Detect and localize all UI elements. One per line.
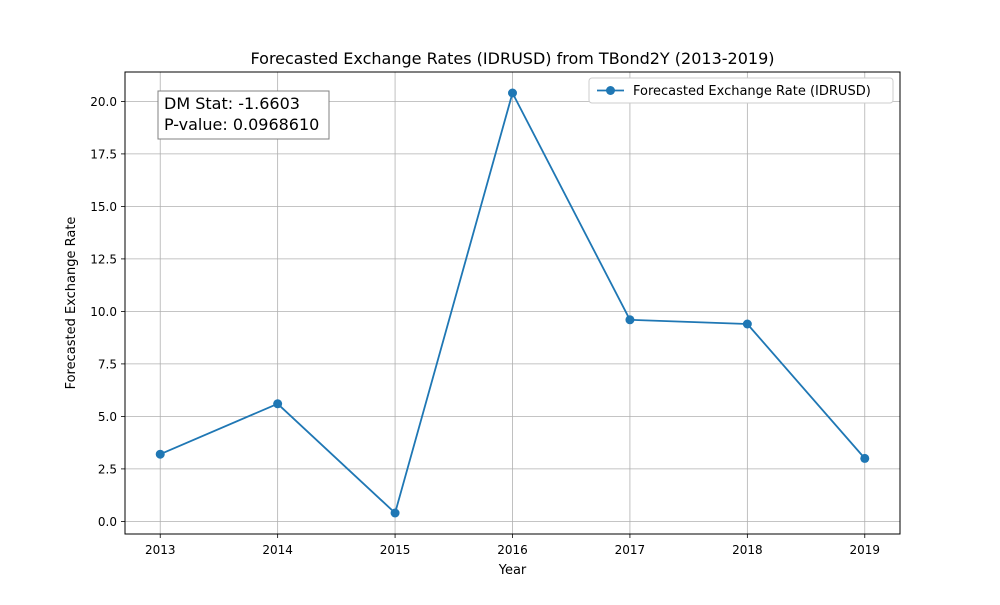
grid-lines — [125, 72, 900, 534]
x-tick-label: 2018 — [732, 543, 763, 557]
legend-label: Forecasted Exchange Rate (IDRUSD) — [633, 84, 871, 99]
y-tick-label: 2.5 — [98, 462, 117, 476]
legend: Forecasted Exchange Rate (IDRUSD) — [588, 77, 894, 104]
p-value-text: P-value: 0.0968610 — [164, 115, 319, 134]
data-point — [273, 399, 283, 409]
y-tick-label: 12.5 — [90, 252, 117, 266]
dm-stat-text: DM Stat: -1.6603 — [164, 94, 300, 113]
data-point — [508, 88, 517, 98]
data-point — [860, 453, 870, 463]
data-point — [742, 319, 752, 329]
y-tick-label: 10.0 — [90, 305, 117, 319]
data-point — [155, 449, 165, 459]
y-tick-label: 7.5 — [98, 357, 117, 371]
axis-ticks: 2013 2014 2015 2016 2017 2018 2019 0.0 2.5 5.0 7.5… — [90, 95, 880, 557]
x-tick-label: 2013 — [145, 543, 176, 557]
x-tick-label: 2014 — [262, 543, 293, 557]
chart-title: Forecasted Exchange Rates (IDRUSD) from … — [251, 49, 775, 68]
plot-area-frame — [124, 71, 901, 535]
stats-annotation-box — [157, 90, 330, 140]
x-tick-label: 2015 — [380, 543, 411, 557]
y-tick-label: 20.0 — [90, 95, 117, 109]
x-tick-label: 2017 — [615, 543, 646, 557]
y-tick-label: 17.5 — [90, 147, 117, 161]
y-tick-label: 0.0 — [98, 515, 117, 529]
x-tick-label: 2016 — [497, 543, 528, 557]
y-axis-label: Forecasted Exchange Rate — [64, 217, 79, 390]
legend-box — [588, 77, 894, 104]
series-layer — [155, 88, 870, 518]
y-tick-label: 15.0 — [90, 200, 117, 214]
y-tick-label: 5.0 — [98, 410, 117, 424]
x-tick-label: 2019 — [849, 543, 880, 557]
data-point — [390, 508, 400, 518]
data-point — [625, 315, 635, 325]
legend-marker-swatch — [606, 86, 615, 95]
stats-annotation: DM Stat: -1.6603 P-value: 0.0968610 — [157, 90, 330, 140]
x-axis-label: Year — [498, 563, 527, 578]
